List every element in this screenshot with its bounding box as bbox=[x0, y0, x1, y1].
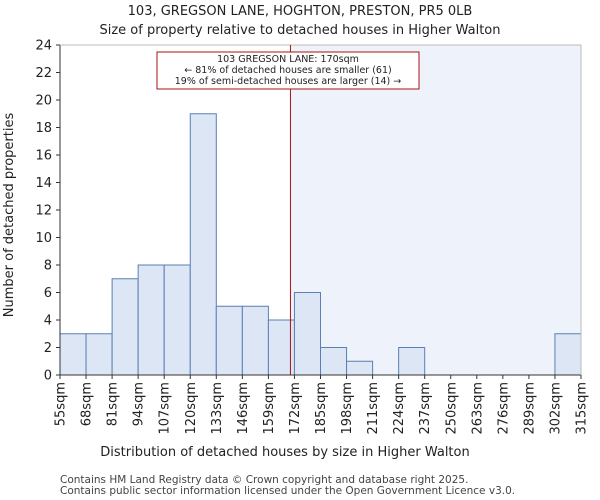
histogram-bar bbox=[111, 278, 139, 376]
y-tick-label: 14 bbox=[35, 176, 52, 191]
y-tick-label: 4 bbox=[44, 314, 52, 329]
histogram-bar bbox=[163, 264, 191, 376]
x-tick-label: 81sqm bbox=[106, 382, 121, 426]
x-tick-label: 315sqm bbox=[575, 382, 590, 435]
y-tick-label: 20 bbox=[35, 94, 52, 109]
y-tick-label: 8 bbox=[44, 259, 52, 274]
x-tick-label: 250sqm bbox=[444, 382, 459, 435]
x-axis-label: Distribution of detached houses by size … bbox=[100, 445, 469, 460]
x-tick-label: 159sqm bbox=[262, 382, 277, 435]
chart-title-line1: 103, GREGSON LANE, HOGHTON, PRESTON, PR5… bbox=[128, 4, 473, 19]
histogram-bar bbox=[293, 292, 322, 376]
annotation-border bbox=[156, 51, 420, 90]
histogram-bar bbox=[85, 333, 113, 376]
x-tick-label: 237sqm bbox=[418, 382, 433, 435]
histogram-bar bbox=[398, 347, 426, 376]
y-tick-label: 0 bbox=[44, 369, 52, 384]
y-axis-label: Number of detached properties bbox=[2, 113, 17, 318]
histogram-bar bbox=[554, 333, 582, 376]
histogram-bar bbox=[320, 347, 348, 376]
y-tick-label: 24 bbox=[35, 39, 52, 54]
x-tick-label: 55sqm bbox=[54, 382, 69, 426]
footer-line2: Contains public sector information licen… bbox=[60, 485, 515, 497]
x-tick-label: 224sqm bbox=[392, 382, 407, 435]
x-tick-label: 289sqm bbox=[522, 382, 537, 435]
y-tick-label: 18 bbox=[35, 121, 52, 136]
x-tick-label: 68sqm bbox=[80, 382, 95, 426]
x-tick-label: 94sqm bbox=[132, 382, 147, 426]
x-tick-label: 120sqm bbox=[184, 382, 199, 435]
x-tick-label: 107sqm bbox=[158, 382, 173, 435]
y-tick-label: 10 bbox=[35, 231, 52, 246]
annotation-box: 103 GREGSON LANE: 170sqm ← 81% of detach… bbox=[156, 51, 420, 90]
footer-line1: Contains HM Land Registry data © Crown c… bbox=[60, 474, 468, 486]
y-tick-label: 6 bbox=[44, 286, 52, 301]
x-tick-label: 302sqm bbox=[548, 382, 563, 435]
chart-title-line2: Size of property relative to detached ho… bbox=[99, 23, 500, 38]
y-tick-label: 22 bbox=[35, 66, 52, 81]
x-tick-label: 185sqm bbox=[314, 382, 329, 435]
annotation-line3: 19% of semi-detached houses are larger (… bbox=[175, 76, 402, 87]
histogram-bar bbox=[241, 305, 269, 376]
histogram-bar bbox=[189, 113, 217, 376]
larger-region-shade bbox=[290, 45, 581, 375]
y-tick-label: 12 bbox=[35, 204, 52, 219]
x-tick-label: 133sqm bbox=[210, 382, 225, 435]
y-tick-label: 16 bbox=[35, 149, 52, 164]
y-tick-label: 2 bbox=[44, 341, 52, 356]
histogram-bar bbox=[137, 264, 165, 376]
histogram-bar bbox=[59, 333, 87, 376]
annotation-line2: ← 81% of detached houses are smaller (61… bbox=[184, 65, 391, 76]
x-tick-label: 198sqm bbox=[340, 382, 355, 435]
x-tick-label: 263sqm bbox=[470, 382, 485, 435]
histogram-bar bbox=[215, 305, 243, 376]
x-tick-label: 146sqm bbox=[236, 382, 251, 435]
x-tick-label: 276sqm bbox=[496, 382, 511, 435]
x-tick-label: 211sqm bbox=[366, 382, 381, 435]
x-tick-label: 172sqm bbox=[288, 382, 303, 435]
annotation-line1: 103 GREGSON LANE: 170sqm bbox=[217, 54, 359, 65]
histogram-bar bbox=[346, 360, 374, 376]
